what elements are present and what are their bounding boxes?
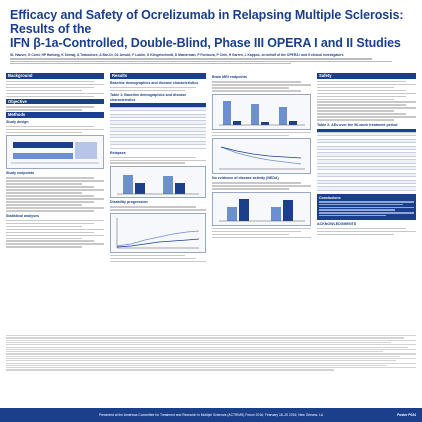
study-design-figure xyxy=(6,135,104,170)
subheader-acknowledgments: ACKNOWLEDGMENTS xyxy=(317,221,357,226)
subheader-baseline: Baseline demographics and disease charac… xyxy=(110,80,199,85)
title-line-1: Efficacy and Safety of Ocrelizumab in Re… xyxy=(10,8,404,36)
subheader-study-design: Study design xyxy=(6,119,29,124)
baseline-table xyxy=(110,103,206,149)
neda-figure xyxy=(212,191,311,226)
affiliations xyxy=(10,58,412,65)
section-header-objective: Objective xyxy=(6,98,104,105)
disability-figure xyxy=(110,212,206,253)
column-1: Background Objective Methods Study desig… xyxy=(6,73,104,330)
adverse-events-table xyxy=(317,128,416,191)
subheader-disability: Disability progression xyxy=(110,200,148,205)
poster-title: Efficacy and Safety of Ocrelizumab in Re… xyxy=(10,8,412,50)
column-4: Safety Table 2: AEs over the 96-week tre… xyxy=(317,73,416,330)
subheader-relapses: Relapses xyxy=(110,150,126,155)
section-header-methods: Methods xyxy=(6,112,104,118)
poster-footer: Presented at the Americas Committee for … xyxy=(0,408,422,422)
references-block xyxy=(6,334,416,408)
poster-number: Poster P024 xyxy=(397,413,416,417)
subheader-study-endpoints: Study endpoints xyxy=(6,171,35,176)
conclusions-box: Conclusions xyxy=(317,193,416,220)
poster-header: Efficacy and Safety of Ocrelizumab in Re… xyxy=(0,0,422,72)
section-header-conclusions: Conclusions xyxy=(319,195,341,200)
title-line-2: IFN β-1a-Controlled, Double-Blind, Phase… xyxy=(10,36,401,50)
column-2: Results Baseline demographics and diseas… xyxy=(110,73,206,330)
table1-caption: Table 1: Baseline demographics and disea… xyxy=(110,93,187,102)
mri-lesion-figure xyxy=(212,93,311,130)
subheader-brain-mri: Brain MRI endpoints xyxy=(212,75,247,79)
footer-text: Presented at the Americas Committee for … xyxy=(98,413,324,417)
author-list: SL Hauser, G Comi, HP Hartung, K Selmaj,… xyxy=(10,53,344,57)
section-header-background: Background xyxy=(6,73,104,79)
table2-caption: Table 2: AEs over the 96-week treatment … xyxy=(317,122,398,127)
subheader-statistical-analyses: Statistical analyses xyxy=(6,213,40,218)
section-header-results: Results xyxy=(110,73,206,79)
column-3: Brain MRI endpoints No evidence of disea… xyxy=(212,73,311,330)
subheader-neda: No evidence of disease activity (NEDA) xyxy=(212,176,279,181)
relapse-figure xyxy=(110,166,206,199)
brain-volume-figure xyxy=(212,138,311,175)
section-header-safety: Safety xyxy=(317,73,416,79)
poster-body: Background Objective Methods Study desig… xyxy=(6,73,416,330)
